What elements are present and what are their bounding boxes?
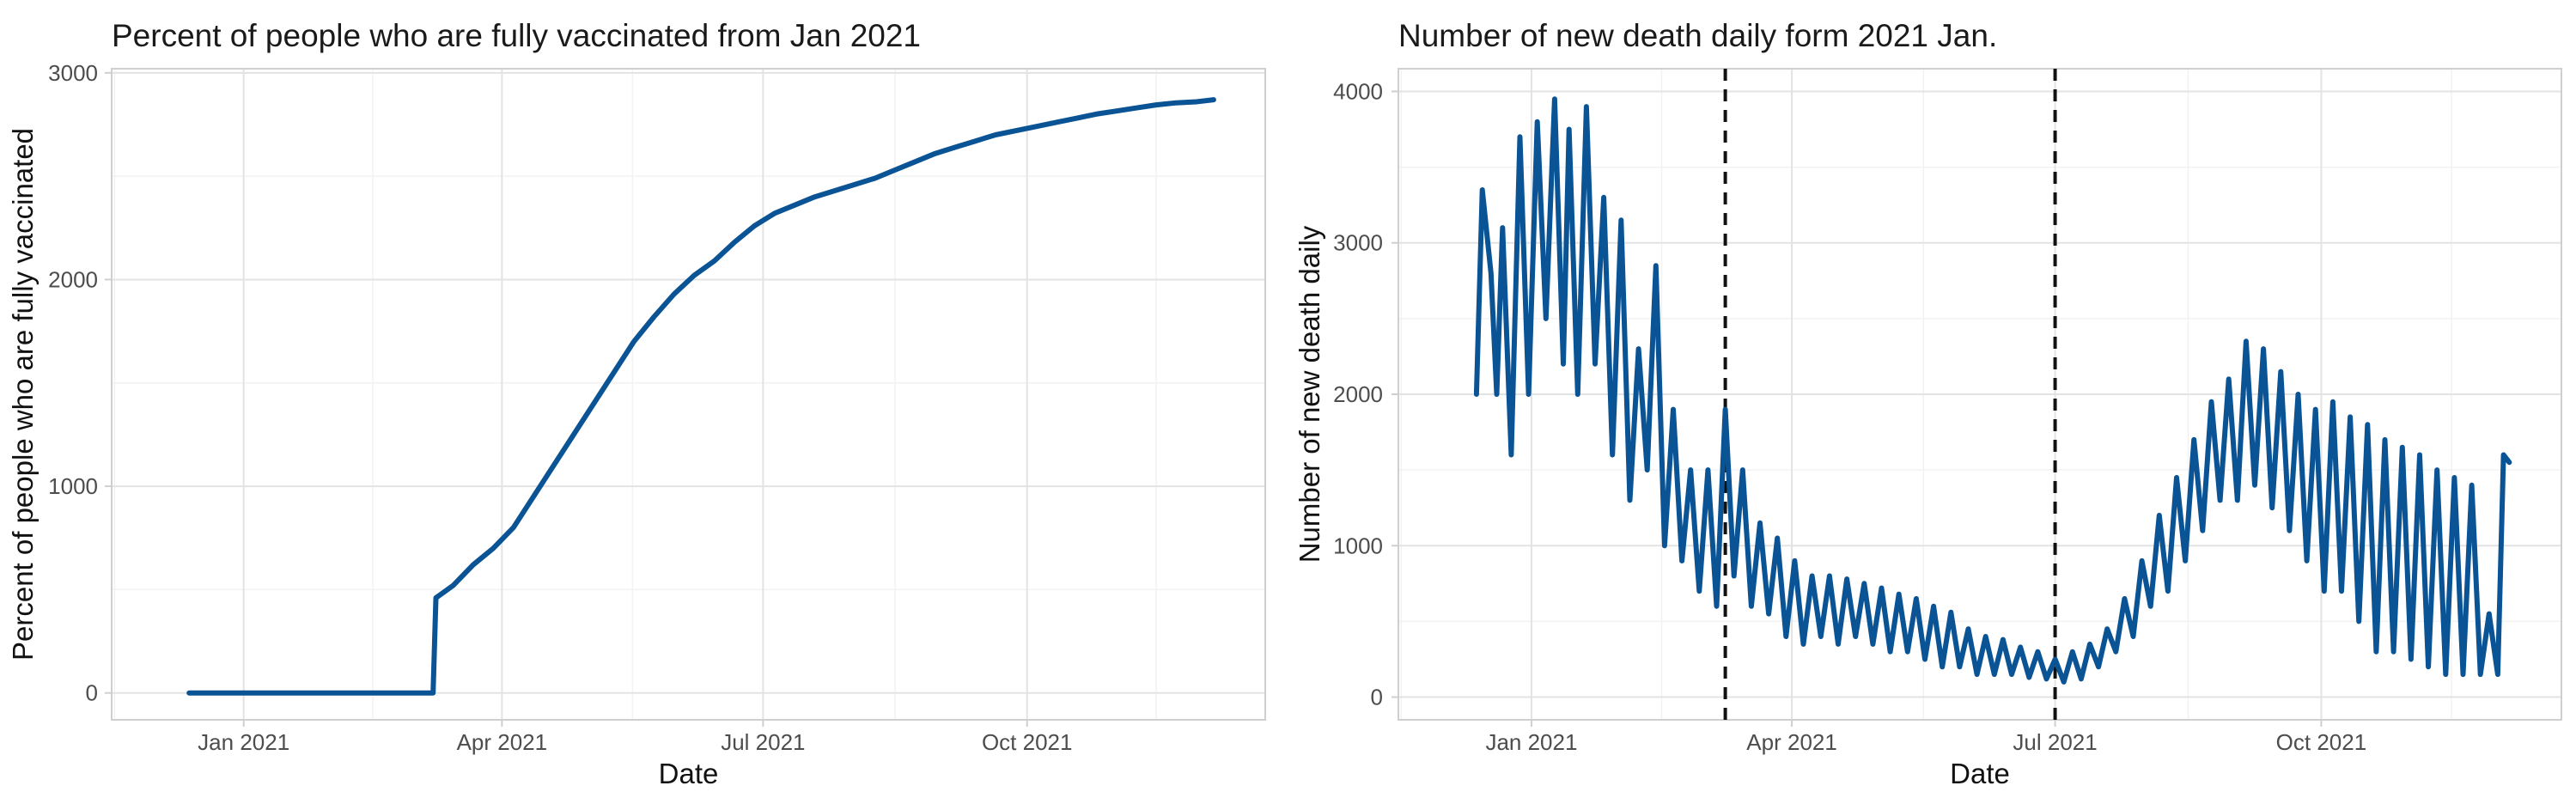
x-tick-label: Jul 2021 [2013,729,2097,755]
y-tick-label: 0 [86,680,98,706]
x-tick-label: Apr 2021 [457,729,548,755]
x-tick-label: Oct 2021 [982,729,1073,755]
y-tick-label: 3000 [1333,230,1383,256]
chart-panel-1: 0 1000 2000 3000 Jan 2021 Apr 2021 Jul 2021 Oct… [7,18,1266,789]
y-tick-label: 3000 [48,60,98,86]
x-tick-label: Jan 2021 [198,729,289,755]
y-tick-label: 1000 [48,473,98,499]
series-line-1 [186,97,1216,696]
y-tick-label: 4000 [1333,78,1383,104]
y-tick-label: 1000 [1333,533,1383,558]
x-tick-label: Oct 2021 [2276,729,2367,755]
x-axis-title: Date [659,758,719,789]
plot-frame [111,68,1266,721]
chart-title: Number of new death daily form 2021 Jan. [1398,18,1997,53]
y-tick-label: 2000 [48,266,98,292]
plot-frame [1398,68,2562,721]
y-tick-label: 2000 [1333,381,1383,407]
y-axis-title: Number of new death daily [1294,225,1325,563]
chart-title: Percent of people who are fully vaccinat… [112,18,921,53]
series-line-1 [1473,96,2512,685]
x-tick-label: Jul 2021 [721,729,805,755]
chart-panel-2: 0 1000 2000 3000 4000 Jan 2021 Apr 2021 Jul 202… [1294,18,2562,789]
y-tick-label: 0 [1371,685,1383,710]
x-tick-label: Jan 2021 [1485,729,1577,755]
x-tick-label: Apr 2021 [1746,729,1837,755]
x-axis-title: Date [1950,758,2010,789]
y-axis-title: Percent of people who are fully vaccinat… [7,128,39,661]
